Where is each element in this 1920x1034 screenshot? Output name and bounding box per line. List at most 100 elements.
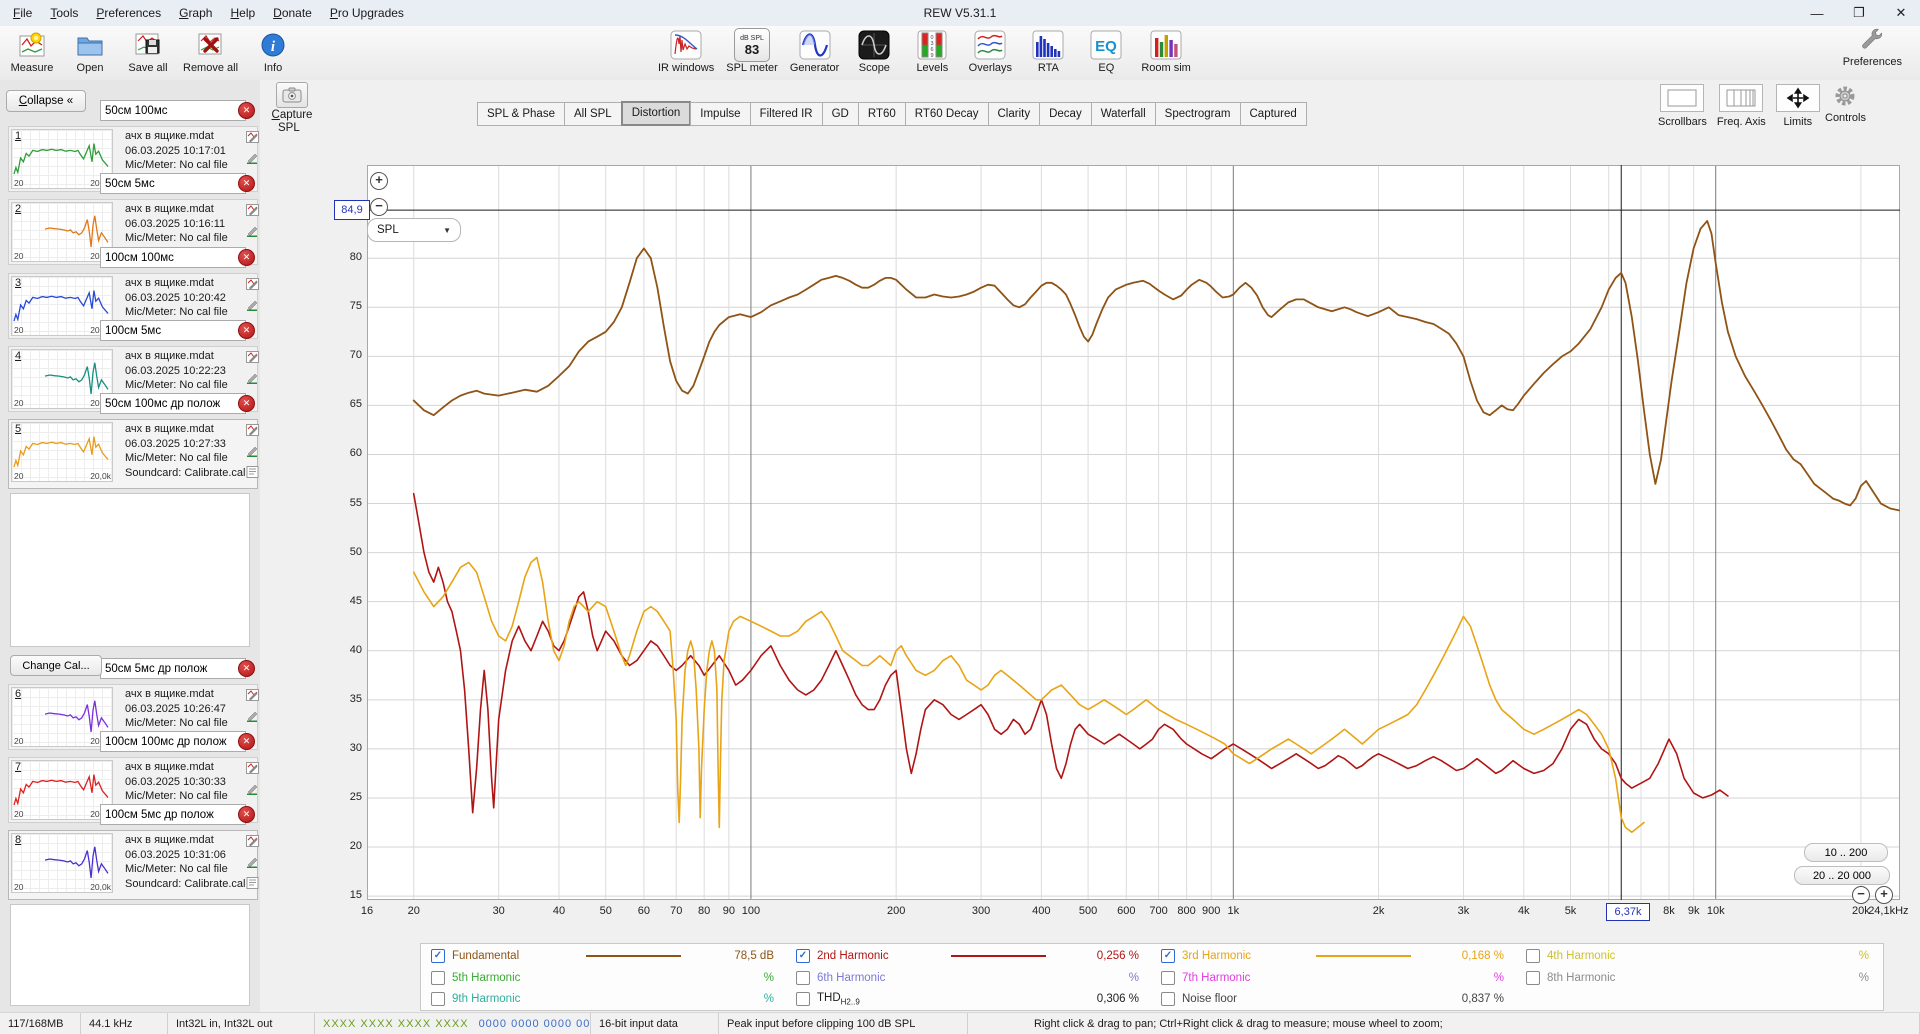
edit-pencil-icon[interactable]	[246, 299, 259, 311]
toolbar-button-room-sim[interactable]: Room sim	[1138, 28, 1194, 75]
menu-item-preferences[interactable]: Preferences	[96, 6, 162, 20]
menu-item-tools[interactable]: Tools	[50, 6, 79, 20]
delete-measurement-button[interactable]: ✕	[238, 395, 255, 412]
tab-waterfall[interactable]: Waterfall	[1090, 102, 1156, 126]
tab-spectrogram[interactable]: Spectrogram	[1154, 102, 1241, 126]
toolbar-button-overlays[interactable]: Overlays	[964, 28, 1016, 75]
measurement-thumbnail[interactable]: 5 20 20,0k	[11, 422, 113, 482]
minimize-button[interactable]: —	[1810, 5, 1824, 21]
tool-limits[interactable]: Limits	[1775, 84, 1820, 128]
menu-item-file[interactable]: File	[13, 6, 33, 20]
toolbar-button-info[interactable]: i Info	[247, 28, 299, 75]
tab-spl-phase[interactable]: SPL & Phase	[477, 102, 565, 126]
x-zoom-in-button[interactable]: +	[1875, 886, 1893, 904]
toolbar-button-remove-all[interactable]: Remove all	[180, 28, 241, 75]
capture-button[interactable]: Capture	[266, 82, 318, 121]
legend-checkbox[interactable]	[796, 992, 810, 1006]
toolbar-button-measure[interactable]: Measure	[6, 28, 58, 75]
menu-item-help[interactable]: Help	[230, 6, 256, 20]
trace-settings-icon[interactable]	[246, 762, 259, 774]
toolbar-button-scope[interactable]: Scope	[848, 28, 900, 75]
legend-checkbox[interactable]	[1526, 970, 1540, 985]
toolbar-button-generator[interactable]: Generator	[787, 28, 843, 75]
measurement-card[interactable]: 5 20 20,0k ачх в ящике.mdat 06.03.2025 10:27…	[8, 419, 259, 489]
tab-all-spl[interactable]: All SPL	[563, 102, 622, 126]
tab-rt60[interactable]: RT60	[857, 102, 906, 126]
menu-item-pro-upgrades[interactable]: Pro Upgrades	[329, 6, 404, 20]
trace-settings-icon[interactable]	[246, 835, 259, 847]
maximize-button[interactable]: ❐	[1853, 5, 1865, 20]
measurement-thumbnail[interactable]: 12020,0k	[11, 129, 113, 189]
tool-scrollbars[interactable]: Scrollbars	[1658, 84, 1707, 128]
measurement-thumbnail[interactable]: 72020,0k	[11, 760, 113, 820]
menu-item-donate[interactable]: Donate	[273, 6, 312, 20]
collapse-sidebar-button[interactable]: Collapse «	[6, 90, 86, 112]
measurement-name-input[interactable]	[100, 247, 246, 268]
edit-pencil-icon[interactable]	[246, 856, 259, 868]
legend-checkbox[interactable]	[1526, 949, 1540, 963]
plot-type-dropdown[interactable]: SPL ▼	[367, 218, 461, 242]
toolbar-button-levels[interactable]: 0 3 6 9 Levels	[906, 28, 958, 75]
delete-measurement-button[interactable]: ✕	[238, 660, 255, 677]
edit-pencil-icon[interactable]	[246, 372, 259, 384]
toolbar-button-spl-meter[interactable]: dB SPL 83 SPL meter	[723, 28, 781, 75]
delete-measurement-button[interactable]: ✕	[238, 733, 255, 750]
trace-settings-icon[interactable]	[246, 131, 259, 143]
tab-clarity[interactable]: Clarity	[987, 102, 1041, 126]
measurement-name-input[interactable]	[100, 173, 246, 194]
preferences-button[interactable]: Preferences	[1843, 28, 1902, 68]
measurement-name-input[interactable]	[100, 320, 246, 341]
toolbar-button-rta[interactable]: RTA	[1022, 28, 1074, 75]
trace-settings-icon[interactable]	[246, 689, 259, 701]
toolbar-button-ir-windows[interactable]: IR windows	[655, 28, 717, 75]
measurement-thumbnail[interactable]: 32020,0k	[11, 276, 113, 336]
controls-button[interactable]: Controls	[1825, 84, 1866, 124]
tab-rt60-decay[interactable]: RT60 Decay	[904, 102, 989, 126]
notes-icon[interactable]	[246, 466, 259, 478]
legend-checkbox[interactable]	[431, 992, 445, 1006]
delete-measurement-button[interactable]: ✕	[238, 249, 255, 266]
measurement-name-input[interactable]	[100, 658, 246, 679]
tab-filtered-ir[interactable]: Filtered IR	[749, 102, 823, 126]
measurement-notes[interactable]	[10, 493, 250, 647]
delete-measurement-button[interactable]: ✕	[238, 322, 255, 339]
edit-pencil-icon[interactable]	[246, 783, 259, 795]
tab-decay[interactable]: Decay	[1039, 102, 1092, 126]
legend-checkbox[interactable]: ✓	[431, 949, 445, 963]
tool-freq-axis[interactable]: Freq. Axis	[1717, 84, 1766, 128]
legend-checkbox[interactable]	[431, 970, 445, 985]
measurement-name-input[interactable]	[100, 100, 246, 121]
toolbar-button-eq[interactable]: EQ EQ	[1080, 28, 1132, 75]
measurement-thumbnail[interactable]: 62020,0k	[11, 687, 113, 747]
delete-measurement-button[interactable]: ✕	[238, 102, 255, 119]
measurement-thumbnail[interactable]: 22020,0k	[11, 202, 113, 262]
tab-distortion[interactable]: Distortion	[620, 101, 692, 126]
legend-checkbox[interactable]: ✓	[796, 949, 810, 963]
measurement-name-input[interactable]	[100, 804, 246, 825]
tab-captured[interactable]: Captured	[1239, 102, 1307, 126]
trace-settings-icon[interactable]	[246, 204, 259, 216]
x-zoom-out-button[interactable]: −	[1852, 886, 1870, 904]
trace-settings-icon[interactable]	[246, 351, 259, 363]
tab-impulse[interactable]: Impulse	[690, 102, 751, 126]
menu-item-graph[interactable]: Graph	[179, 6, 213, 20]
measurement-card[interactable]: 8 20 20,0k ачх в ящике.mdat 06.03.2025 10:31…	[8, 830, 259, 900]
close-button[interactable]: ✕	[1895, 5, 1907, 20]
measurement-name-input[interactable]	[100, 731, 246, 752]
legend-checkbox[interactable]	[1161, 970, 1175, 985]
delete-measurement-button[interactable]: ✕	[238, 175, 255, 192]
trace-settings-icon[interactable]	[246, 278, 259, 290]
range-10-200-button[interactable]: 10 .. 200	[1804, 843, 1888, 862]
measurement-name-input[interactable]	[100, 393, 246, 414]
plot-zoom-out-button[interactable]: −	[370, 198, 388, 216]
toolbar-button-open[interactable]: Open	[64, 28, 116, 75]
legend-checkbox[interactable]	[796, 970, 810, 985]
edit-pencil-icon[interactable]	[246, 225, 259, 237]
change-cal-button[interactable]: Change Cal...	[10, 655, 102, 676]
trace-settings-icon[interactable]	[246, 424, 259, 436]
delete-measurement-button[interactable]: ✕	[238, 806, 255, 823]
notes-icon[interactable]	[246, 877, 259, 889]
